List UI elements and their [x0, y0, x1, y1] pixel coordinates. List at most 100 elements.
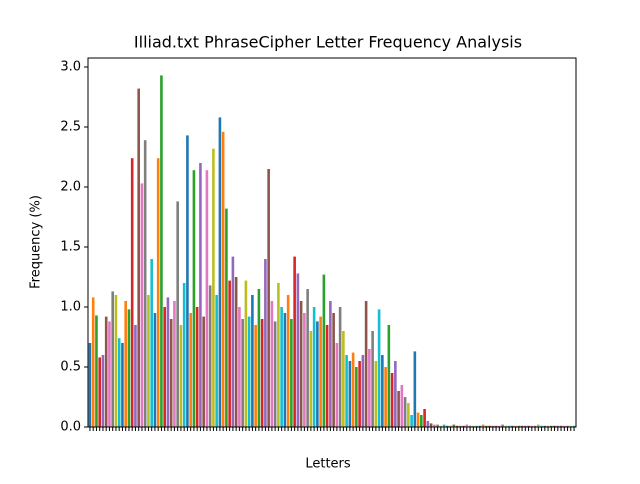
- bar: [260, 319, 264, 427]
- bar: [569, 425, 573, 427]
- bar: [251, 295, 254, 427]
- bar: [572, 425, 576, 427]
- bar: [543, 425, 547, 427]
- bar: [345, 355, 348, 427]
- bar: [351, 352, 355, 427]
- bar: [384, 367, 387, 427]
- bar: [319, 316, 322, 427]
- y-axis-label: Frequency (%): [29, 195, 44, 289]
- bar: [208, 285, 212, 427]
- bar: [195, 307, 199, 427]
- bar: [533, 425, 537, 427]
- x-axis-label: Letters: [305, 457, 351, 472]
- bar: [254, 325, 257, 427]
- bar: [312, 307, 316, 427]
- bar: [88, 343, 92, 427]
- bar: [537, 424, 540, 427]
- bar: [410, 415, 413, 427]
- bar: [114, 295, 118, 427]
- bar: [329, 301, 332, 427]
- bar: [520, 425, 524, 427]
- bar: [429, 423, 433, 427]
- bar: [143, 140, 147, 427]
- bar: [111, 291, 114, 427]
- bar: [309, 331, 313, 427]
- bar: [511, 425, 514, 427]
- bar: [182, 283, 186, 427]
- bar: [293, 256, 296, 427]
- bar: [446, 425, 449, 427]
- bar: [241, 319, 244, 427]
- bar: [147, 295, 150, 427]
- bar: [104, 316, 108, 427]
- bar: [153, 313, 157, 427]
- bar: [238, 307, 241, 427]
- bar: [192, 170, 196, 427]
- bar: [169, 319, 173, 427]
- bar: [186, 135, 189, 427]
- bar: [137, 88, 140, 427]
- bar: [280, 307, 283, 427]
- bar: [202, 316, 205, 427]
- bar: [550, 425, 553, 427]
- bar: [306, 289, 309, 427]
- bar: [494, 425, 498, 427]
- bar: [403, 397, 407, 427]
- bar: [299, 301, 303, 427]
- bar: [296, 273, 300, 427]
- bar: [228, 280, 231, 427]
- y-tick-label: 2.5: [60, 120, 81, 135]
- bar: [381, 355, 384, 427]
- bar: [130, 158, 134, 427]
- bar: [244, 280, 248, 427]
- bar: [423, 409, 426, 427]
- bar: [517, 425, 521, 427]
- bar: [173, 301, 176, 427]
- y-tick-label: 2.0: [60, 180, 81, 195]
- y-tick-label: 3.0: [60, 60, 81, 75]
- bar: [348, 361, 352, 427]
- bar: [124, 301, 127, 427]
- bar: [546, 425, 550, 427]
- bar: [101, 355, 105, 427]
- bar: [400, 385, 404, 427]
- bar: [234, 277, 238, 427]
- bar: [371, 331, 374, 427]
- bar: [452, 424, 456, 427]
- axes-frame: [87, 57, 577, 428]
- bar: [394, 361, 397, 427]
- bar: [527, 425, 530, 427]
- bar: [134, 325, 137, 427]
- bar: [160, 75, 163, 428]
- bar: [416, 412, 420, 427]
- bar: [514, 425, 517, 427]
- y-tick-label: 0.0: [60, 420, 81, 435]
- bar: [121, 343, 124, 427]
- bar: [176, 201, 179, 427]
- bar: [290, 319, 293, 427]
- bar: [277, 283, 280, 427]
- bar: [390, 373, 394, 427]
- bar: [361, 355, 365, 427]
- bar: [189, 313, 192, 427]
- bar: [267, 169, 270, 427]
- bar: [231, 256, 235, 427]
- bar: [212, 148, 215, 427]
- bar: [442, 424, 446, 427]
- bar: [433, 424, 436, 427]
- bar: [413, 351, 417, 427]
- y-tick-label: 0.5: [60, 360, 81, 375]
- bar: [264, 259, 267, 427]
- bar: [247, 316, 251, 427]
- bar: [556, 425, 560, 427]
- bar: [387, 325, 391, 427]
- bar: [335, 343, 339, 427]
- bar: [468, 425, 472, 427]
- bar: [524, 425, 527, 427]
- bar: [338, 307, 342, 427]
- bar: [342, 331, 345, 427]
- bar: [140, 183, 144, 427]
- bars: [88, 75, 576, 428]
- bar: [150, 259, 153, 427]
